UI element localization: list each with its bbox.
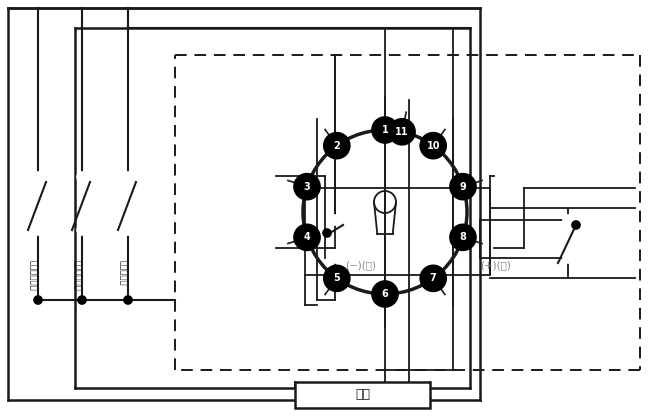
Text: (−)(～): (−)(～) — [345, 260, 376, 270]
Text: 5: 5 — [333, 273, 340, 283]
Circle shape — [77, 172, 87, 182]
Text: 9: 9 — [460, 182, 466, 191]
Text: 6: 6 — [382, 289, 388, 299]
Text: リセット入力: リセット入力 — [28, 260, 37, 291]
Text: (+)(～): (+)(～) — [480, 260, 511, 270]
Circle shape — [563, 215, 573, 225]
Circle shape — [572, 221, 580, 229]
Text: スタート入力: スタート入力 — [73, 260, 81, 291]
Circle shape — [123, 172, 133, 182]
Text: 1: 1 — [382, 125, 388, 135]
Text: 電源: 電源 — [355, 388, 370, 401]
Circle shape — [33, 225, 43, 235]
Circle shape — [420, 265, 446, 291]
Circle shape — [323, 229, 331, 237]
Circle shape — [389, 119, 415, 145]
Circle shape — [77, 225, 87, 235]
Circle shape — [330, 215, 340, 225]
Circle shape — [372, 281, 398, 307]
Circle shape — [78, 296, 86, 304]
Circle shape — [123, 225, 133, 235]
Text: 11: 11 — [396, 127, 409, 137]
Circle shape — [294, 173, 320, 200]
Circle shape — [450, 224, 476, 250]
Text: 10: 10 — [426, 141, 440, 151]
Text: 3: 3 — [304, 182, 310, 191]
Text: 8: 8 — [460, 233, 466, 242]
Circle shape — [33, 172, 43, 182]
Circle shape — [324, 265, 350, 291]
FancyBboxPatch shape — [295, 382, 430, 408]
Circle shape — [34, 296, 42, 304]
Circle shape — [563, 253, 573, 263]
Circle shape — [124, 296, 132, 304]
Circle shape — [450, 173, 476, 200]
Circle shape — [420, 133, 446, 159]
Circle shape — [324, 133, 350, 159]
Text: ゲート入力: ゲート入力 — [119, 260, 127, 286]
Text: 2: 2 — [333, 141, 340, 151]
Circle shape — [330, 253, 340, 263]
Circle shape — [294, 224, 320, 250]
Circle shape — [372, 117, 398, 143]
Text: 7: 7 — [430, 273, 437, 283]
Text: 4: 4 — [304, 233, 310, 242]
